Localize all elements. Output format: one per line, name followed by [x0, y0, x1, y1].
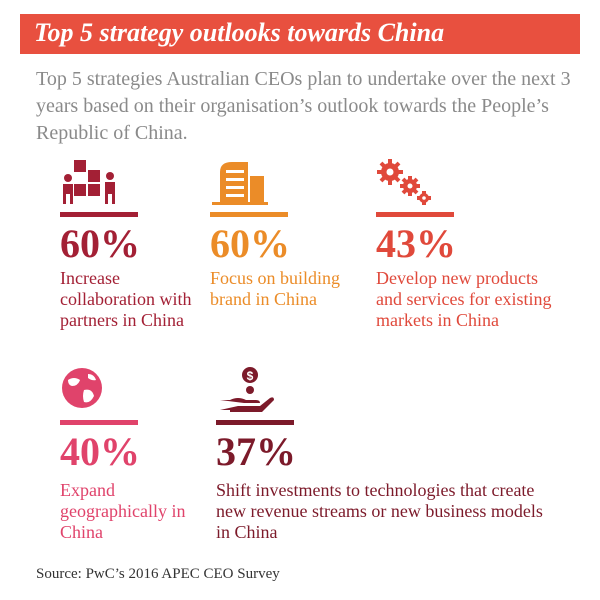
accent-bar: [376, 212, 454, 217]
accent-bar: [60, 212, 138, 217]
globe-icon: [60, 366, 120, 414]
hand-money-icon: $: [216, 366, 276, 414]
strategy-item-products: 43% Develop new products and services fo…: [376, 158, 576, 358]
teamwork-blocks-icon: [60, 158, 120, 206]
strategy-label: Focus on building brand in China: [210, 268, 341, 309]
strategy-item-expand: 40% Expand geographically in China: [60, 366, 210, 546]
strategy-item-investments: $ 37% Shift investments to technologies …: [216, 366, 566, 546]
percent-value: 60%: [60, 221, 140, 266]
strategy-label: Expand geographically in China: [60, 480, 186, 542]
percent-value: 37%: [216, 429, 296, 474]
gears-icon: [376, 158, 436, 206]
strategy-item-collaboration: 60% Increase collaboration with partners…: [60, 158, 210, 358]
building-icon: [210, 158, 270, 206]
page-title: Top 5 strategy outlooks towards China: [34, 18, 445, 47]
strategy-label: Increase collaboration with partners in …: [60, 268, 192, 330]
accent-bar: [216, 420, 294, 425]
accent-bar: [60, 420, 138, 425]
accent-bar: [210, 212, 288, 217]
source-note: Source: PwC’s 2016 APEC CEO Survey: [36, 566, 280, 582]
header-banner: Top 5 strategy outlooks towards China: [20, 14, 580, 54]
svg-text:$: $: [247, 369, 254, 383]
intro-text: Top 5 strategies Australian CEOs plan to…: [36, 68, 571, 144]
percent-value: 40%: [60, 429, 140, 474]
percent-value: 43%: [376, 221, 456, 266]
percent-value: 60%: [210, 221, 290, 266]
strategy-item-brand: 60% Focus on building brand in China: [210, 158, 360, 358]
strategy-label: Shift investments to technologies that c…: [216, 480, 543, 542]
strategy-label: Develop new products and services for ex…: [376, 268, 552, 330]
